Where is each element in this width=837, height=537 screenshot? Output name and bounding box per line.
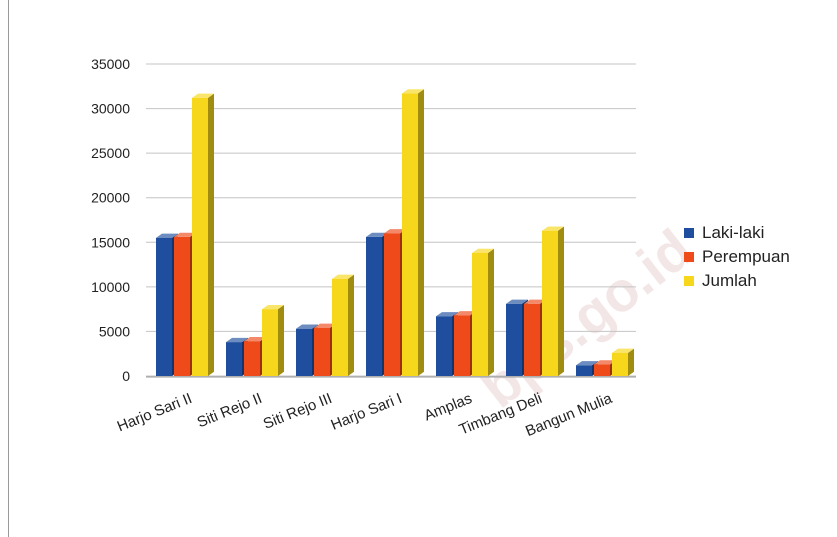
bar-jumlah-0 — [192, 93, 214, 377]
x-tick-label: Harjo Sari II — [115, 390, 195, 435]
legend-label: Perempuan — [702, 247, 790, 266]
x-tick-label: Siti Rejo II — [195, 390, 265, 431]
y-tick-label: 0 — [122, 368, 130, 384]
y-axis-ticks: 0 5000 10000 15000 20000 25000 30000 35000 — [91, 56, 130, 384]
legend-swatch — [684, 228, 694, 238]
legend-item-perempuan: Perempuan — [684, 247, 790, 266]
y-tick-label: 5000 — [99, 323, 130, 339]
bar-jumlah-1 — [262, 304, 284, 376]
legend-item-laki-laki: Laki-laki — [684, 223, 764, 242]
bar-jumlah-2 — [332, 274, 354, 376]
legend-swatch — [684, 252, 694, 262]
y-tick-label: 15000 — [91, 234, 130, 250]
bar-jumlah-6 — [612, 348, 634, 376]
legend-swatch — [684, 276, 694, 286]
y-tick-label: 30000 — [91, 101, 130, 117]
bar-jumlah-5 — [542, 226, 564, 376]
x-tick-label: Harjo Sari I — [329, 390, 405, 434]
y-tick-label: 35000 — [91, 56, 130, 72]
bar-jumlah-4 — [472, 248, 494, 376]
left-border-line — [8, 0, 9, 537]
y-tick-label: 10000 — [91, 279, 130, 295]
bars — [156, 89, 634, 377]
legend-label: Jumlah — [702, 271, 757, 290]
bar-jumlah-3 — [402, 89, 424, 377]
x-tick-label: Siti Rejo III — [261, 390, 335, 433]
watermark: bps.go.id — [469, 217, 704, 420]
legend-item-jumlah: Jumlah — [684, 271, 757, 290]
legend-label: Laki-laki — [702, 223, 764, 242]
y-tick-label: 25000 — [91, 145, 130, 161]
watermark-text: bps.go.id — [469, 217, 704, 420]
y-tick-label: 20000 — [91, 190, 130, 206]
legend: Laki-laki Perempuan Jumlah — [684, 223, 790, 290]
